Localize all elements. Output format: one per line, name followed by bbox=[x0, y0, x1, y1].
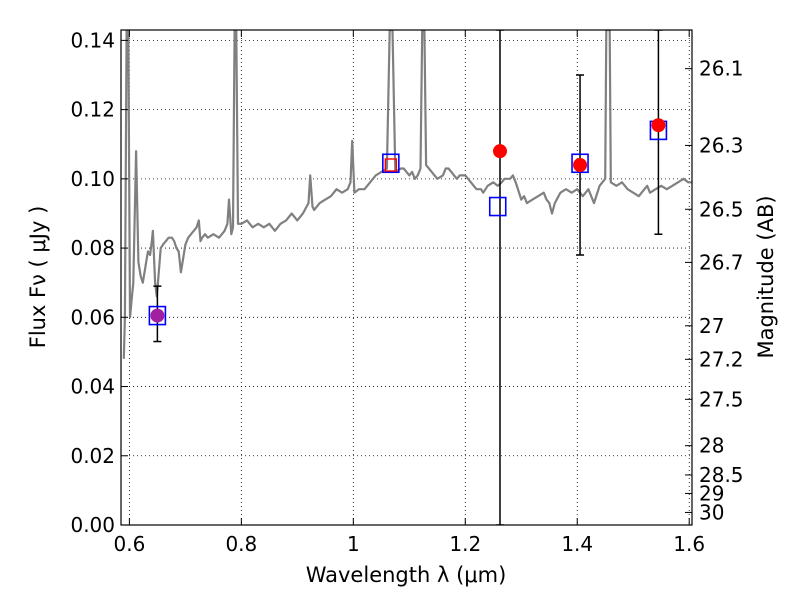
y-tick-label: 0.14 bbox=[70, 28, 115, 52]
x-tick-label: 1.2 bbox=[449, 532, 481, 556]
mag-tick-label: 26.3 bbox=[699, 133, 744, 157]
y-tick-label: 0.04 bbox=[70, 375, 115, 399]
mag-tick-label: 27 bbox=[699, 314, 724, 338]
mag-tick-label: 26.7 bbox=[699, 250, 744, 274]
x-axis-label: Wavelength λ (μm) bbox=[306, 563, 507, 587]
observed-dot bbox=[492, 144, 507, 159]
model-square bbox=[148, 305, 167, 326]
observed-dot bbox=[573, 158, 588, 172]
axis-ticks: 0.6 0.8 1 1.2 1.4 1.6 0.00 0.02 0.04 0.06 0.08 0.10… bbox=[70, 28, 743, 556]
spectrum-line bbox=[122, 30, 692, 359]
model-square bbox=[488, 196, 507, 217]
x-tick-label: 0.6 bbox=[113, 532, 145, 556]
y2-axis-label: Magnitude (AB) bbox=[754, 195, 778, 358]
observed-dot-purple bbox=[150, 308, 165, 323]
y-tick-label: 0.08 bbox=[70, 236, 115, 260]
observed-square-red bbox=[384, 158, 398, 172]
x-tick-label: 1.4 bbox=[561, 532, 593, 556]
y-tick-label: 0.00 bbox=[70, 513, 115, 537]
mag-tick-label: 26.1 bbox=[699, 57, 744, 81]
y-tick-label: 0.06 bbox=[70, 305, 115, 329]
mag-tick-label: 30 bbox=[699, 500, 724, 524]
x-tick-label: 0.8 bbox=[225, 532, 257, 556]
model-square bbox=[382, 153, 400, 174]
mag-tick-label: 29 bbox=[699, 481, 724, 505]
mag-tick-label: 26.5 bbox=[699, 197, 744, 221]
x-tick-label: 1 bbox=[347, 532, 360, 556]
y-tick-label: 0.02 bbox=[70, 444, 115, 468]
mag-tick-label: 27.5 bbox=[699, 387, 744, 411]
mag-tick-label: 27.2 bbox=[699, 347, 744, 371]
axes-frame bbox=[120, 29, 693, 526]
observed-dot bbox=[651, 118, 666, 133]
mag-tick-label: 28.5 bbox=[699, 463, 744, 487]
y-axis-label: Flux Fν ( μJy ) bbox=[26, 206, 50, 349]
y-tick-label: 0.10 bbox=[70, 167, 115, 191]
x-tick-label: 1.6 bbox=[673, 532, 705, 556]
grid-lines bbox=[121, 30, 692, 526]
plot-area bbox=[122, 30, 692, 525]
model-square bbox=[571, 153, 589, 174]
mag-tick-label: 28 bbox=[699, 434, 724, 458]
y-tick-label: 0.12 bbox=[70, 98, 115, 122]
